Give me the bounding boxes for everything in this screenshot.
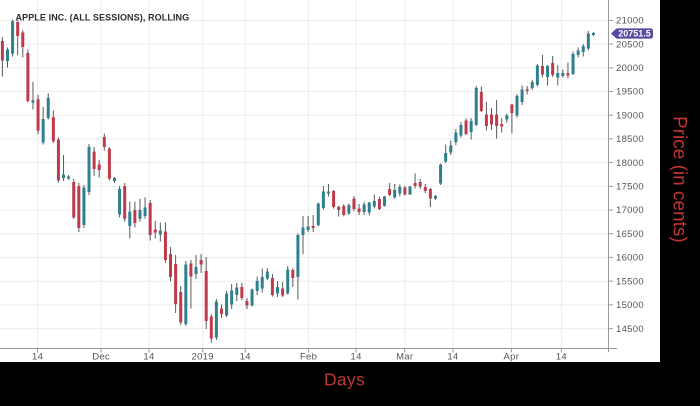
- svg-text:14: 14: [143, 352, 154, 363]
- svg-text:20751.5: 20751.5: [618, 29, 651, 39]
- svg-text:Feb: Feb: [300, 352, 317, 363]
- svg-text:15000: 15000: [616, 300, 644, 311]
- svg-text:Apr: Apr: [504, 352, 520, 363]
- svg-text:17000: 17000: [616, 205, 644, 216]
- svg-text:14: 14: [351, 352, 362, 363]
- svg-text:20000: 20000: [616, 63, 644, 74]
- svg-text:14: 14: [32, 352, 43, 363]
- svg-text:16000: 16000: [616, 253, 644, 264]
- svg-text:15500: 15500: [616, 276, 644, 287]
- svg-text:16500: 16500: [616, 229, 644, 240]
- svg-text:14: 14: [556, 352, 567, 363]
- svg-text:19500: 19500: [616, 87, 644, 98]
- svg-text:Days: Days: [324, 370, 365, 390]
- svg-text:19000: 19000: [616, 110, 644, 121]
- svg-text:21000: 21000: [616, 16, 644, 27]
- svg-text:18500: 18500: [616, 134, 644, 145]
- svg-text:Mar: Mar: [396, 352, 413, 363]
- svg-text:14: 14: [240, 352, 251, 363]
- svg-text:2019: 2019: [192, 352, 214, 363]
- svg-text:17500: 17500: [616, 182, 644, 193]
- svg-text:Price (in cents): Price (in cents): [669, 116, 690, 243]
- svg-text:18000: 18000: [616, 158, 644, 169]
- svg-text:14500: 14500: [616, 324, 644, 335]
- svg-text:20500: 20500: [616, 39, 644, 50]
- svg-text:Dec: Dec: [92, 352, 110, 363]
- svg-text:APPLE INC. (ALL SESSIONS), ROL: APPLE INC. (ALL SESSIONS), ROLLING: [16, 12, 190, 22]
- svg-text:14: 14: [447, 352, 458, 363]
